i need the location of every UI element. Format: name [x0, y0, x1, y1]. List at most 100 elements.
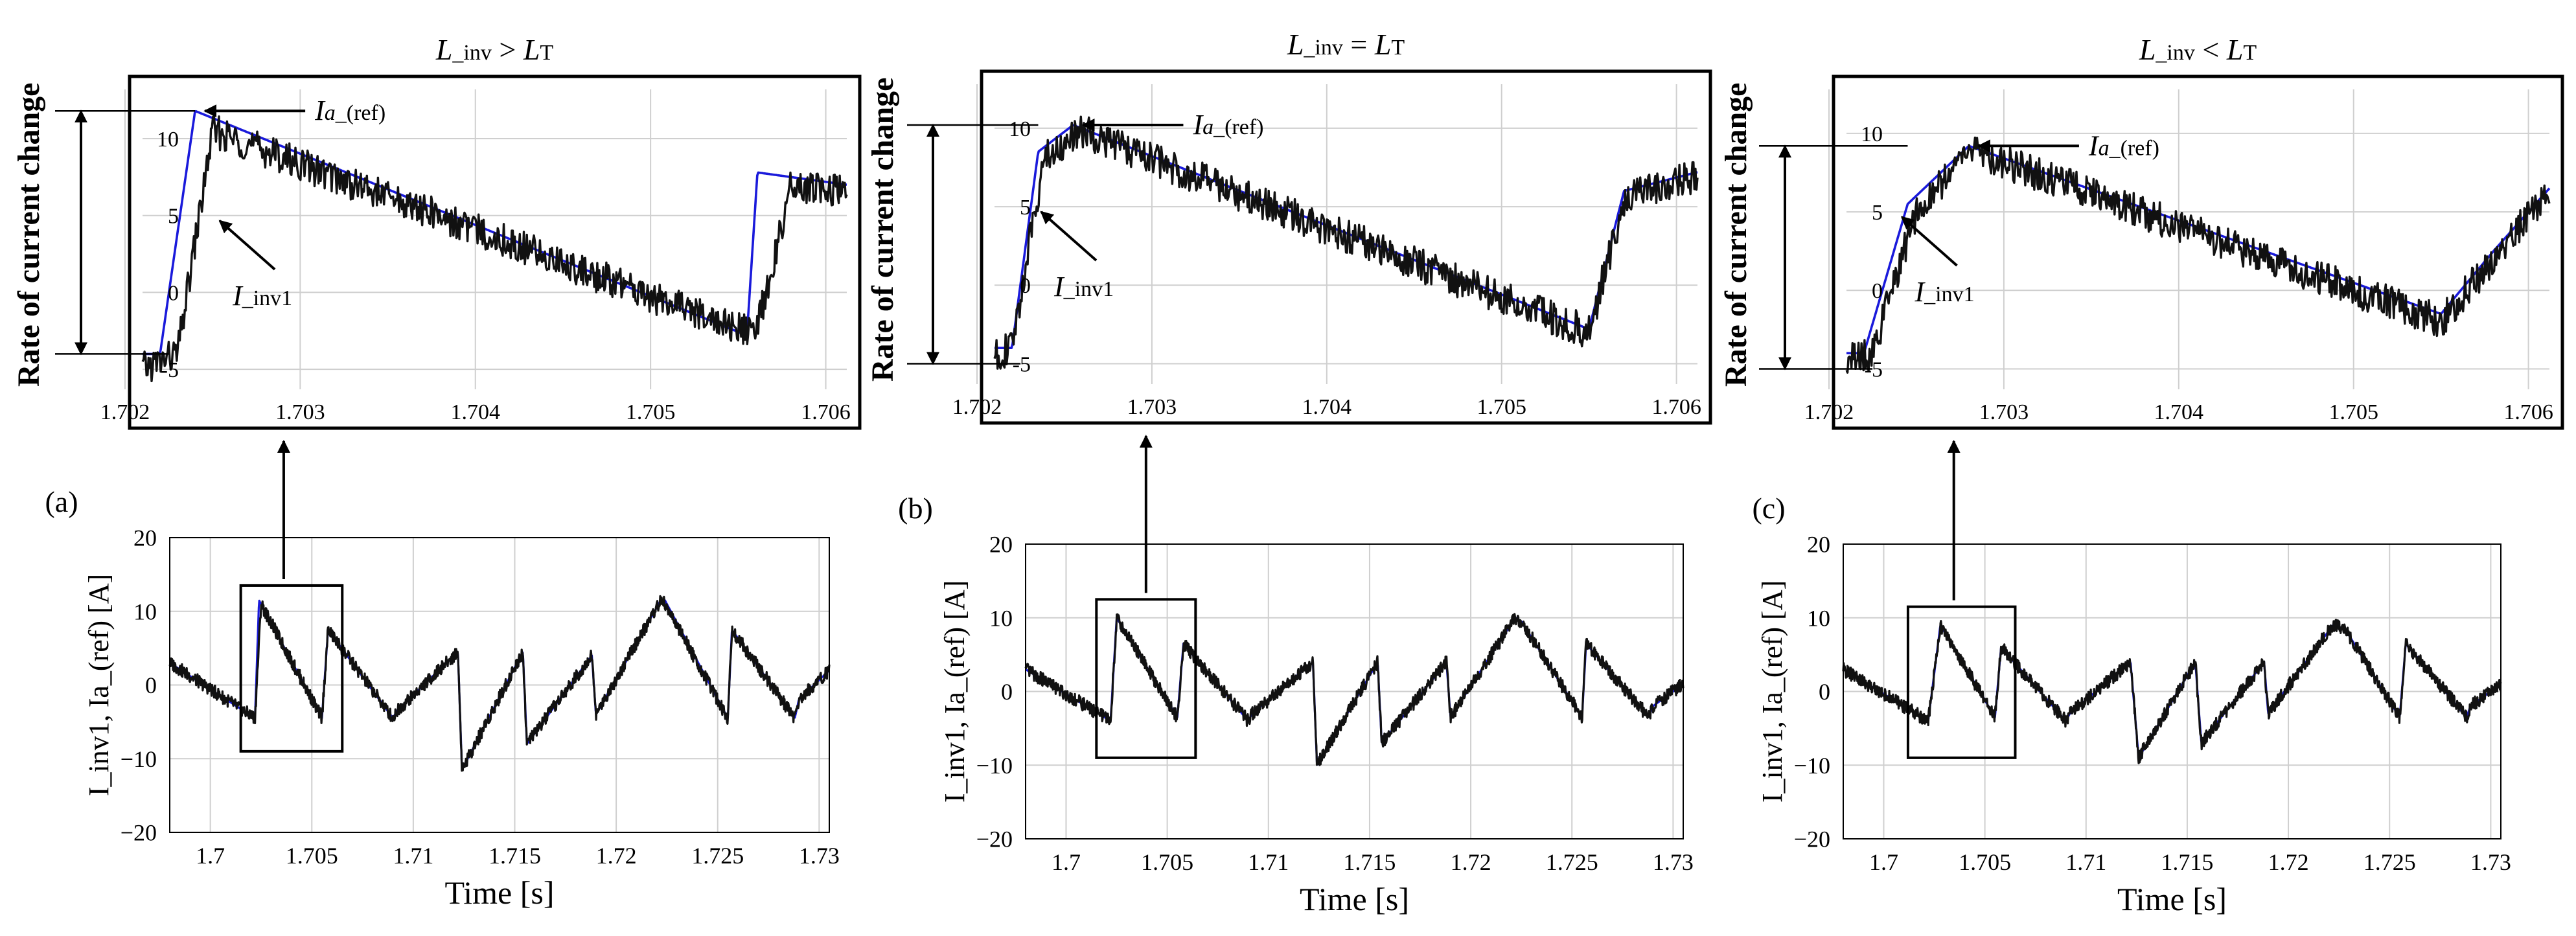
- x-tick-label: 1.71: [393, 843, 433, 869]
- y-tick-label: 0: [1819, 679, 1830, 705]
- zoom-title: L_inv > LT: [435, 33, 554, 66]
- x-tick-label: 1.703: [1979, 400, 2029, 424]
- x-tick-label: 1.705: [286, 843, 338, 869]
- panel-label: (c): [1752, 492, 1785, 525]
- main-ylabel: I_inv1, Ia_(ref) [A]: [1756, 580, 1788, 803]
- main-ylabel: I_inv1, Ia_(ref) [A]: [939, 580, 971, 803]
- zoom-ylabel: Rate of current change: [866, 78, 900, 382]
- zoom-frame: [1832, 74, 2564, 430]
- chart-main-2: 1.7 1.705 1.71 1.715 1.72 1.725 1.73 −20 −10 0 10 2…: [898, 435, 1694, 917]
- inv-arrow: [1900, 216, 1958, 267]
- zoom-frame: [128, 74, 862, 430]
- y-tick-label: 20: [1807, 532, 1830, 558]
- y-tick-label: −10: [976, 753, 1013, 779]
- series-inv-line: [993, 115, 1699, 370]
- main-frame: [1843, 543, 2501, 839]
- y-tick-label: 20: [989, 532, 1013, 558]
- y-tick-label: 10: [1009, 117, 1031, 141]
- y-tick-label: 5: [1872, 201, 1883, 225]
- y-tick-label: 0: [1872, 279, 1883, 303]
- x-tick-label: 1.702: [952, 395, 1002, 419]
- series-inv-line: [1845, 136, 2551, 374]
- chart-main-4: 1.7 1.705 1.71 1.715 1.72 1.725 1.73 −20 −10 0 10 2…: [1752, 440, 2511, 917]
- y-tick-label: 0: [1001, 679, 1013, 705]
- x-tick-label: 1.7: [1869, 849, 1898, 875]
- zoom-box: [1095, 598, 1197, 759]
- y-tick-label: 10: [133, 599, 157, 624]
- main-xlabel: Time [s]: [2117, 881, 2227, 917]
- x-tick-label: 1.71: [2065, 849, 2106, 875]
- x-tick-label: 1.703: [1127, 395, 1177, 419]
- main-ylabel: I_inv1, Ia_(ref) [A]: [83, 574, 115, 796]
- x-tick-label: 1.706: [2503, 400, 2553, 424]
- x-tick-label: 1.705: [1477, 395, 1526, 419]
- y-tick-label: -5: [1013, 352, 1031, 376]
- ref-label: Ia_(ref): [1192, 109, 1263, 141]
- panel-label: (a): [45, 485, 78, 518]
- x-tick-label: 1.72: [2268, 849, 2309, 875]
- main-xlabel: Time [s]: [1300, 881, 1409, 917]
- zoom-title: L_inv = LT: [1287, 28, 1405, 61]
- inv-label: I_inv1: [1914, 276, 1974, 308]
- y-tick-label: −10: [1794, 753, 1830, 779]
- x-tick-label: 1.73: [2470, 849, 2511, 875]
- zoom-title: L_inv < LT: [2139, 33, 2257, 66]
- y-tick-label: 0: [145, 672, 157, 698]
- zoom-frame: [980, 69, 1712, 425]
- series-inv-line: [141, 115, 848, 383]
- inv-arrow: [1040, 211, 1098, 262]
- zoom-box: [1906, 605, 2017, 759]
- x-tick-label: 1.725: [1546, 849, 1598, 875]
- x-tick-label: 1.71: [1248, 849, 1289, 875]
- x-tick-label: 1.725: [691, 843, 744, 869]
- x-tick-label: 1.702: [100, 400, 150, 424]
- chart-zoom-5: 1.702 1.703 1.704 1.705 1.706 -5 0 5 10 L_inv < L…: [1719, 33, 2564, 430]
- y-tick-label: 0: [168, 281, 179, 305]
- y-tick-label: −20: [976, 827, 1013, 852]
- y-tick-label: 5: [1020, 196, 1031, 220]
- x-tick-label: 1.7: [196, 843, 225, 869]
- y-tick-label: 5: [168, 205, 179, 229]
- x-tick-label: 1.706: [801, 400, 851, 424]
- main-xlabel: Time [s]: [444, 874, 554, 911]
- x-tick-label: 1.706: [1651, 395, 1701, 419]
- x-tick-label: 1.715: [489, 843, 541, 869]
- x-tick-label: 1.72: [596, 843, 637, 869]
- main-frame: [169, 537, 830, 833]
- zoom-box: [239, 584, 344, 753]
- inv-label: I_inv1: [232, 280, 292, 312]
- series-inv-line: [168, 595, 831, 772]
- y-tick-label: -5: [161, 358, 179, 382]
- inv-label: I_inv1: [1053, 271, 1114, 302]
- x-tick-label: 1.704: [451, 400, 501, 424]
- y-tick-label: 0: [1020, 274, 1031, 298]
- ref-label: Ia_(ref): [314, 95, 385, 126]
- chart-main-0: 1.7 1.705 1.71 1.715 1.72 1.725 1.73 −20 −10 0 10 2…: [45, 440, 840, 911]
- figure-root: 1.7 1.705 1.71 1.715 1.72 1.725 1.73−20−100102…: [12, 28, 2564, 917]
- y-tick-label: 10: [989, 605, 1013, 631]
- x-tick-label: 1.705: [1141, 849, 1193, 875]
- x-tick-label: 1.72: [1451, 849, 1491, 875]
- y-tick-label: 10: [1807, 605, 1830, 631]
- x-tick-label: 1.7: [1052, 849, 1081, 875]
- x-tick-label: 1.705: [626, 400, 676, 424]
- zoom-ylabel: Rate of current change: [12, 83, 46, 387]
- chart-zoom-1: 1.702 1.703 1.704 1.705 1.706 -5 0 5 10 L_inv > L…: [12, 33, 862, 430]
- x-tick-label: 1.705: [1959, 849, 2011, 875]
- y-tick-label: 10: [157, 128, 179, 152]
- x-tick-label: 1.715: [2161, 849, 2213, 875]
- y-tick-label: 20: [133, 525, 157, 551]
- ref-label: Ia_(ref): [2088, 130, 2159, 161]
- panel-label: (b): [898, 492, 933, 525]
- chart-zoom-3: 1.702 1.703 1.704 1.705 1.706 -5 0 5 10 L_inv = L…: [866, 28, 1712, 425]
- x-tick-label: 1.73: [1653, 849, 1694, 875]
- x-tick-label: 1.715: [1343, 849, 1396, 875]
- y-tick-label: 10: [1861, 122, 1883, 146]
- inv-arrow: [218, 220, 276, 271]
- zoom-ylabel: Rate of current change: [1719, 83, 1753, 387]
- x-tick-label: 1.705: [2329, 400, 2378, 424]
- y-tick-label: −20: [1794, 827, 1830, 852]
- x-tick-label: 1.703: [275, 400, 325, 424]
- y-tick-label: −20: [121, 820, 157, 846]
